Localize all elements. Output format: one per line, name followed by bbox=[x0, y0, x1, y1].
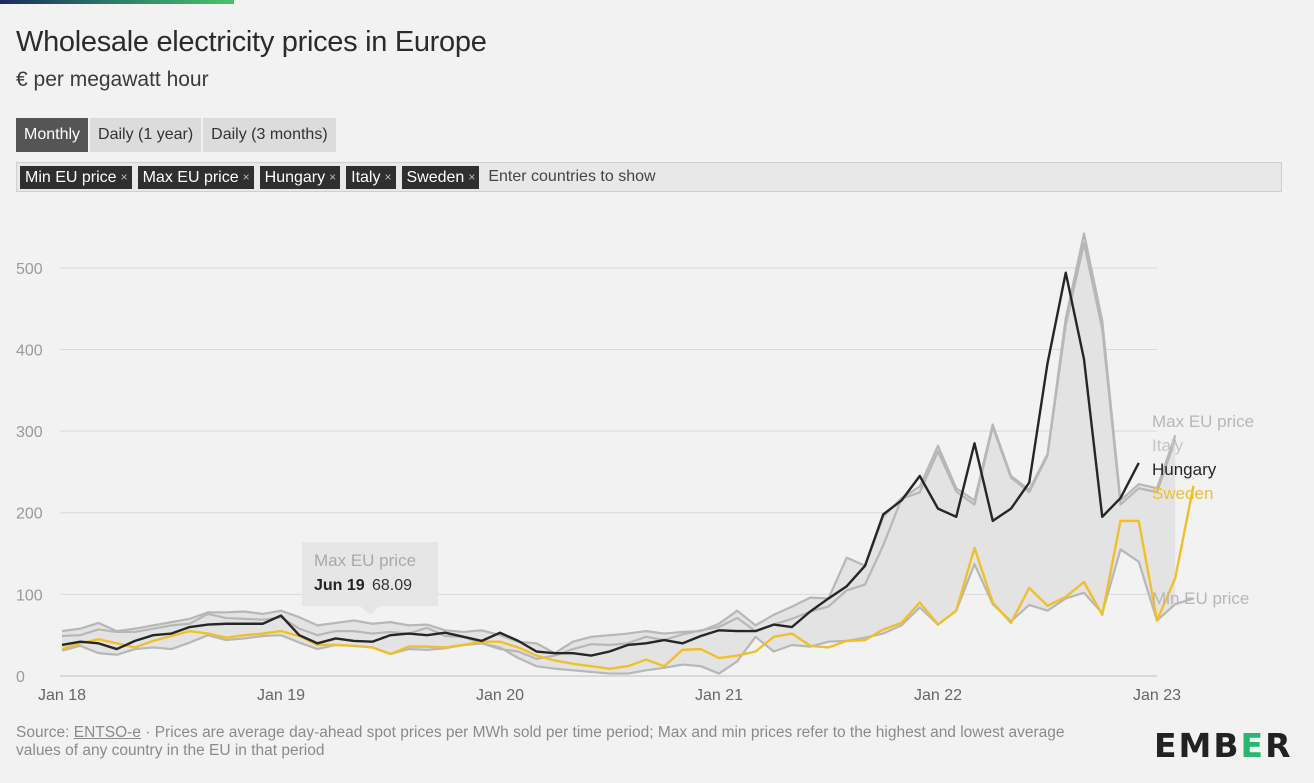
sweden-series-line bbox=[61, 485, 1195, 670]
y-tick-label: 300 bbox=[16, 424, 43, 441]
tab-monthly[interactable]: Monthly bbox=[16, 118, 89, 152]
x-tick-label: Jan 23 bbox=[1133, 687, 1181, 704]
remove-icon[interactable]: × bbox=[120, 169, 128, 184]
chart-title: Wholesale electricity prices in Europe bbox=[16, 26, 487, 58]
series-label-min: Min EU price bbox=[1152, 589, 1249, 608]
y-tick-label: 100 bbox=[16, 587, 43, 604]
chart-subtitle: € per megawatt hour bbox=[16, 68, 209, 91]
series-label-max: Max EU price bbox=[1152, 412, 1254, 431]
accent-bar bbox=[0, 0, 234, 4]
series-label-italy: Italy bbox=[1152, 436, 1184, 455]
ember-logo: EMBER bbox=[1154, 726, 1293, 765]
tab-daily-3-months[interactable]: Daily (3 months) bbox=[203, 118, 336, 152]
tooltip-pointer bbox=[360, 606, 380, 615]
remove-icon[interactable]: × bbox=[468, 169, 476, 184]
country-search-input[interactable]: Enter countries to show bbox=[488, 168, 656, 185]
x-tick-label: Jan 22 bbox=[914, 687, 962, 704]
y-tick-label: 200 bbox=[16, 506, 43, 523]
source-link[interactable]: ENTSO-e bbox=[73, 724, 141, 741]
remove-icon[interactable]: × bbox=[242, 169, 250, 184]
chip-min-eu-price[interactable]: Min EU price × bbox=[20, 165, 132, 189]
country-filter[interactable]: Min EU price × Max EU price × Hungary × Ita… bbox=[16, 162, 1282, 192]
series-label-hungary: Hungary bbox=[1152, 460, 1217, 479]
chip-label: Max EU price bbox=[142, 168, 239, 186]
tooltip-series: Max EU price bbox=[314, 551, 416, 570]
source-prefix: Source: bbox=[16, 724, 74, 741]
remove-icon[interactable]: × bbox=[329, 169, 337, 184]
chip-label: Min EU price bbox=[25, 168, 117, 186]
min-max-band bbox=[62, 233, 1176, 674]
hungary-series-line bbox=[61, 271, 1140, 657]
source-text: · Prices are average day-ahead spot pric… bbox=[16, 724, 1065, 759]
chip-label: Italy bbox=[351, 168, 381, 186]
price-line-chart: 0 100 200 300 400 500 Jan 18 Jan 19 Jan 20 Jan 21… bbox=[16, 232, 1254, 704]
remove-icon[interactable]: × bbox=[384, 169, 392, 184]
x-tick-label: Jan 19 bbox=[257, 687, 305, 704]
series-label-sweden: Sweden bbox=[1152, 484, 1213, 503]
period-tabs: Monthly Daily (1 year) Daily (3 months) bbox=[16, 118, 338, 152]
chip-label: Hungary bbox=[264, 168, 326, 186]
tooltip-box bbox=[302, 542, 438, 606]
chip-italy[interactable]: Italy × bbox=[346, 165, 396, 189]
chip-sweden[interactable]: Sweden × bbox=[401, 165, 480, 189]
source-note: Source: ENTSO-e · Prices are average day… bbox=[16, 724, 1096, 760]
chip-label: Sweden bbox=[406, 168, 465, 186]
y-tick-label: 500 bbox=[16, 261, 43, 278]
chip-hungary[interactable]: Hungary × bbox=[259, 165, 341, 189]
y-tick-label: 400 bbox=[16, 342, 43, 359]
tab-daily-1-year[interactable]: Daily (1 year) bbox=[90, 118, 202, 152]
max-series-line bbox=[61, 232, 1177, 655]
x-tick-label: Jan 20 bbox=[476, 687, 524, 704]
x-tick-label: Jan 18 bbox=[38, 687, 86, 704]
chip-max-eu-price[interactable]: Max EU price × bbox=[137, 165, 254, 189]
tooltip-date: Jun 19 bbox=[314, 577, 365, 594]
tooltip-value: 68.09 bbox=[372, 577, 412, 594]
x-tick-label: Jan 21 bbox=[695, 687, 743, 704]
y-tick-label: 0 bbox=[16, 669, 25, 686]
